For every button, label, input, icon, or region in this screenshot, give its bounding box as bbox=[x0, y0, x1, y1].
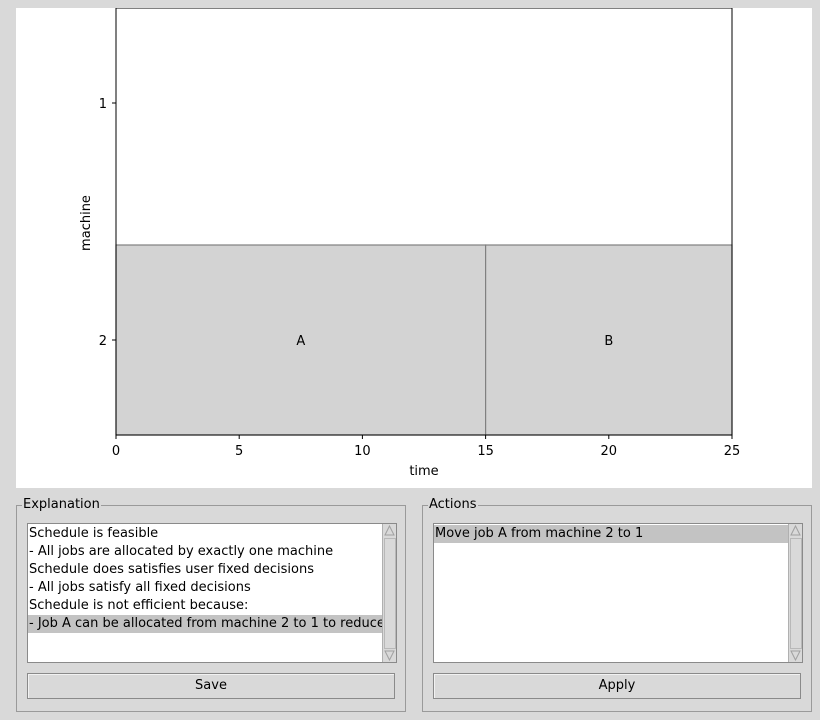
explanation-frame-title: Explanation bbox=[22, 497, 101, 512]
action-item[interactable]: Move job A from machine 2 to 1 bbox=[434, 525, 789, 543]
gantt-chart: A B 0 5 10 15 20 25 1 2 time machine bbox=[79, 8, 741, 479]
explanation-frame bbox=[16, 505, 406, 712]
x-axis-label: time bbox=[409, 464, 438, 479]
scroll-up-arrow-icon[interactable] bbox=[383, 524, 396, 537]
actions-frame-title: Actions bbox=[428, 497, 478, 512]
explanation-listbox[interactable]: Schedule is feasible - All jobs are allo… bbox=[27, 523, 397, 663]
explanation-line[interactable]: Schedule is not efficient because: bbox=[29, 598, 249, 613]
y-tick-label: 1 bbox=[99, 97, 107, 112]
task-label: A bbox=[296, 334, 305, 349]
x-tick-label: 25 bbox=[724, 444, 741, 459]
task-bar bbox=[485, 244, 733, 436]
explanation-line[interactable]: - All jobs are allocated by exactly one … bbox=[29, 544, 334, 559]
explanation-scroll-thumb[interactable] bbox=[384, 538, 396, 649]
actions-listbox[interactable]: Move job A from machine 2 to 1 bbox=[433, 523, 803, 663]
actions-scroll-thumb[interactable] bbox=[790, 538, 802, 649]
scroll-up-arrow-icon[interactable] bbox=[789, 524, 802, 537]
explanation-line[interactable]: Schedule does satisfies user fixed decis… bbox=[29, 562, 315, 577]
scroll-down-arrow-icon[interactable] bbox=[383, 649, 396, 662]
explanation-line[interactable]: - All jobs satisfy all fixed decisions bbox=[29, 580, 251, 595]
explanation-scrollbar[interactable] bbox=[382, 524, 396, 662]
explanation-line[interactable]: Schedule is feasible bbox=[29, 526, 159, 541]
save-button[interactable]: Save bbox=[27, 673, 395, 699]
x-tick-label: 5 bbox=[235, 444, 243, 459]
x-tick-label: 20 bbox=[601, 444, 618, 459]
y-tick-label: 2 bbox=[99, 334, 107, 349]
explanation-line[interactable]: - Job A can be allocated from machine 2 … bbox=[28, 615, 383, 633]
apply-button[interactable]: Apply bbox=[433, 673, 801, 699]
task-label: B bbox=[604, 334, 613, 349]
x-tick-label: 15 bbox=[477, 444, 494, 459]
x-tick-label: 0 bbox=[112, 444, 120, 459]
plot-border bbox=[115, 8, 733, 436]
actions-scrollbar[interactable] bbox=[788, 524, 802, 662]
task-bar bbox=[115, 244, 487, 436]
gantt-chart-panel: A B 0 5 10 15 20 25 1 2 time machine bbox=[16, 8, 812, 488]
actions-frame bbox=[422, 505, 812, 712]
scroll-down-arrow-icon[interactable] bbox=[789, 649, 802, 662]
y-axis-label: machine bbox=[79, 195, 94, 251]
x-tick-label: 10 bbox=[354, 444, 371, 459]
